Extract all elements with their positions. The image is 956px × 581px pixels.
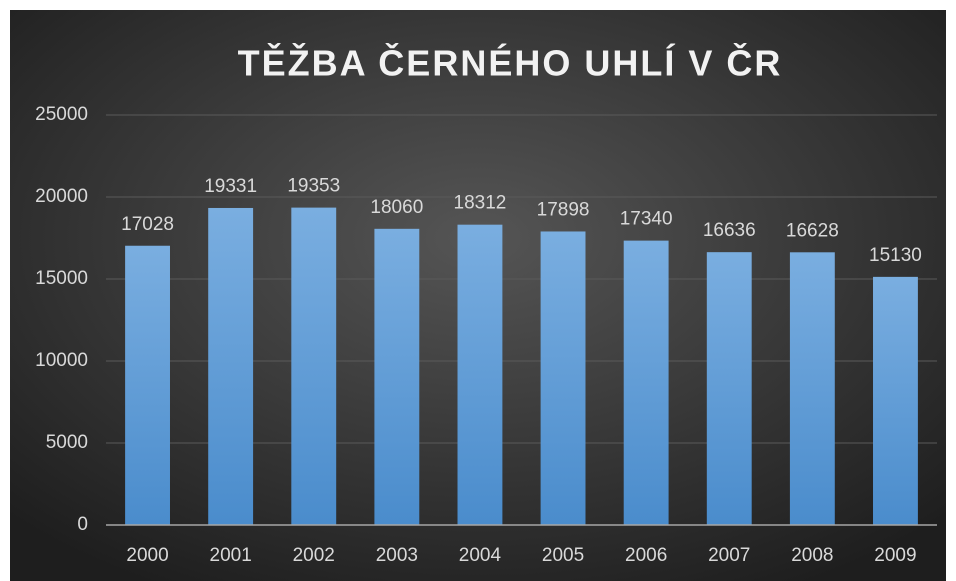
- data-label: 18312: [454, 193, 507, 214]
- bar: [457, 224, 503, 525]
- bar: [623, 240, 669, 525]
- y-tick-label: 0: [77, 514, 88, 535]
- bar: [706, 252, 752, 525]
- bar: [374, 228, 420, 526]
- data-label: 18060: [370, 197, 423, 218]
- data-label: 19331: [204, 176, 257, 197]
- bar: [873, 276, 918, 525]
- data-label: 16636: [703, 220, 756, 241]
- x-tick-label: 2002: [293, 545, 335, 566]
- x-tick-label: 2003: [376, 545, 418, 566]
- data-label: 17340: [620, 209, 673, 230]
- x-tick-label: 2000: [126, 545, 168, 566]
- x-tick-label: 2005: [542, 545, 584, 566]
- y-tick-label: 10000: [35, 350, 88, 371]
- x-tick-label: 2007: [708, 545, 750, 566]
- data-label: 15130: [869, 245, 922, 266]
- y-tick-label: 25000: [35, 104, 88, 125]
- data-label: 17898: [537, 199, 590, 220]
- data-label: 17028: [121, 214, 174, 235]
- bar: [125, 245, 170, 526]
- data-label: 19353: [287, 176, 340, 197]
- bar: [540, 231, 586, 526]
- bar: [208, 207, 254, 525]
- x-tick-label: 2008: [791, 545, 833, 566]
- x-tick-label: 2006: [625, 545, 667, 566]
- bar: [291, 207, 337, 526]
- data-label: 16628: [786, 220, 839, 241]
- x-tick-label: 2004: [459, 545, 502, 566]
- y-tick-label: 15000: [35, 268, 88, 289]
- y-tick-label: 20000: [35, 186, 88, 207]
- bar: [789, 252, 835, 526]
- x-tick-label: 2009: [874, 545, 916, 566]
- x-tick-label: 2001: [210, 545, 252, 566]
- y-tick-label: 5000: [46, 432, 88, 453]
- chart-title: TĚŽBA ČERNÉHO UHLÍ V ČR: [238, 42, 783, 84]
